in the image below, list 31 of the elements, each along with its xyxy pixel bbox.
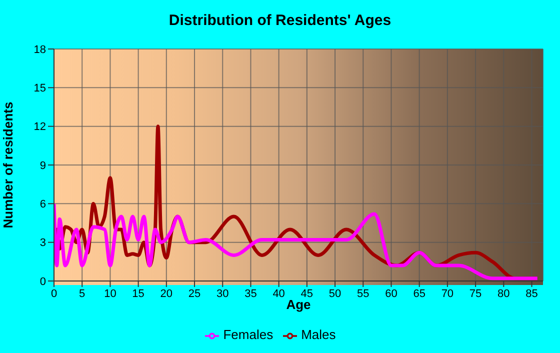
x-tick-label: 50 (328, 288, 342, 300)
x-tick-label: 10 (104, 288, 116, 300)
x-tick-label: 70 (441, 288, 454, 300)
x-tick-label: 25 (188, 288, 201, 300)
x-tick-label: 45 (300, 288, 314, 300)
x-tick-label: 20 (160, 288, 173, 300)
x-tick-label: 30 (216, 288, 229, 300)
x-tick-label: 85 (526, 288, 538, 300)
x-tick-label: 40 (272, 288, 285, 300)
y-tick-label: 0 (40, 276, 46, 288)
legend-label: Males (301, 327, 336, 342)
y-axis-title: Number of residents (0, 102, 16, 228)
x-tick-label: 5 (79, 288, 86, 300)
y-tick-label: 18 (34, 44, 46, 56)
x-tick-label: 15 (132, 288, 144, 300)
x-tick-label: 80 (498, 288, 510, 300)
y-tick-label: 15 (34, 82, 46, 95)
x-tick-label: 65 (413, 288, 426, 300)
y-tick-label: 3 (40, 237, 46, 250)
x-axis-title: Age (286, 297, 311, 312)
y-tick-label: 12 (34, 121, 46, 134)
x-tick-label: 60 (385, 288, 398, 300)
x-tick-label: 55 (357, 288, 370, 300)
line-series (54, 202, 540, 280)
x-tick-label: 0 (50, 288, 58, 300)
y-tick-label: 9 (40, 160, 46, 172)
x-tick-label: 35 (244, 288, 257, 300)
y-tick-label: 6 (40, 198, 46, 211)
chart-title: Distribution of Residents' Ages (168, 12, 392, 29)
x-tick-label: 75 (469, 288, 482, 300)
legend-label: Females (223, 327, 274, 342)
